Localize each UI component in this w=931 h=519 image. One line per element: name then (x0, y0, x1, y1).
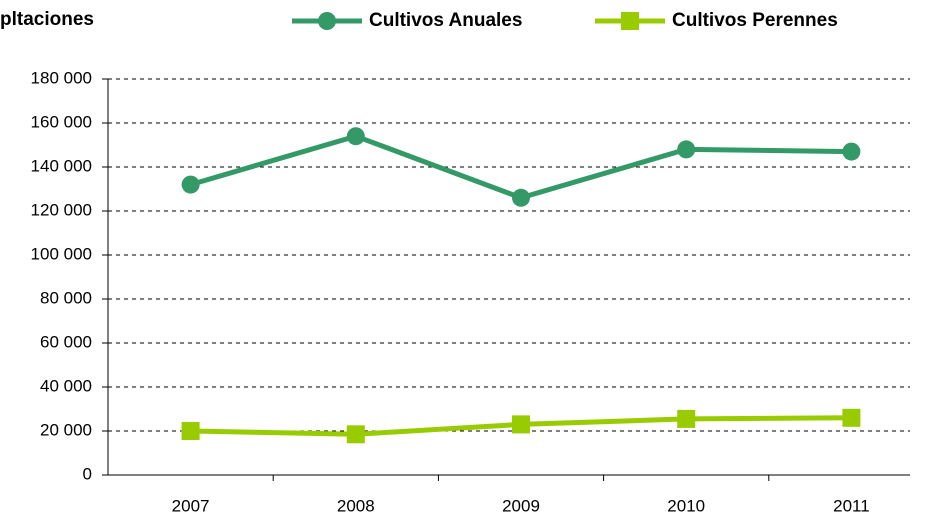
marker (842, 408, 861, 427)
series-line (189, 133, 852, 201)
x-tick-label: 2007 (172, 496, 210, 515)
legend-marker (621, 12, 639, 30)
x-tick-label: 2010 (667, 496, 705, 515)
marker (512, 188, 530, 207)
y-tick-label: 80 000 (40, 288, 92, 307)
legend-label: Cultivos Perennes (672, 10, 838, 31)
marker (181, 175, 200, 194)
x-tick-label: 2009 (502, 496, 540, 515)
y-tick-label: 120 000 (31, 200, 92, 219)
y-tick-label: 60 000 (40, 332, 92, 351)
marker (346, 425, 365, 444)
marker (677, 140, 696, 159)
marker (346, 127, 365, 146)
x-tick-label: 2008 (337, 496, 375, 515)
marker (677, 409, 696, 428)
y-tick-label: 160 000 (31, 112, 92, 131)
legend-marker (318, 12, 336, 30)
marker (512, 415, 530, 434)
chart-title: pltaciones (0, 9, 94, 30)
y-tick-label: 140 000 (31, 156, 92, 175)
marker (842, 142, 861, 161)
y-tick-label: 0 (83, 464, 92, 483)
marker (181, 422, 200, 440)
y-tick-label: 20 000 (40, 420, 92, 439)
y-tick-label: 40 000 (40, 376, 92, 395)
y-tick-label: 180 000 (31, 68, 92, 87)
y-tick-label: 100 000 (31, 244, 92, 263)
legend-label: Cultivos Anuales (369, 10, 522, 31)
x-tick-label: 2011 (833, 496, 870, 515)
